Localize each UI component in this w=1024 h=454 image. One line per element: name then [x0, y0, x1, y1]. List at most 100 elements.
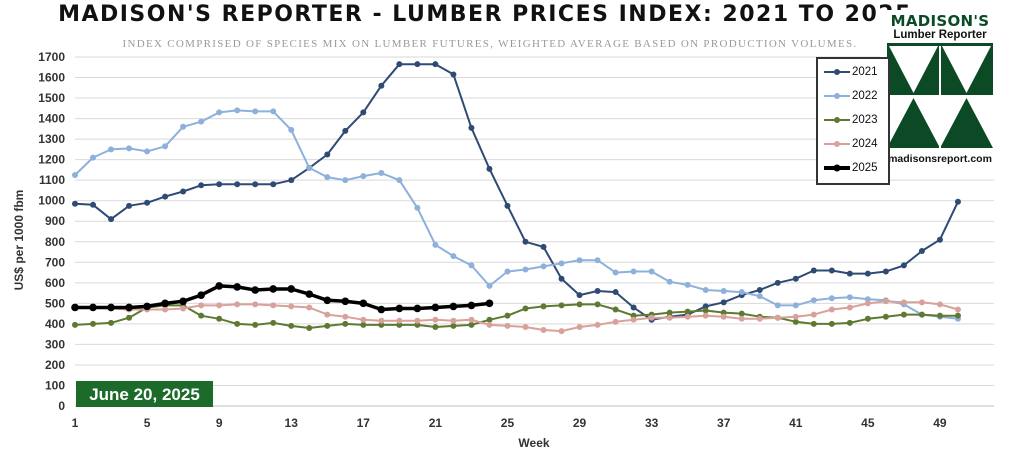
data-point-2023: [324, 322, 331, 329]
data-point-2021: [882, 268, 889, 275]
x-axis-label: Week: [518, 436, 549, 450]
data-point-2023: [864, 315, 871, 322]
x-tick-label: 1: [72, 416, 79, 430]
data-point-2025: [197, 291, 205, 299]
data-point-2022: [828, 295, 835, 302]
data-point-2023: [288, 322, 295, 329]
data-point-2024: [810, 311, 817, 318]
data-point-2023: [792, 318, 799, 325]
data-point-2021: [432, 61, 439, 68]
data-point-2023: [378, 321, 385, 328]
axes: 0 100 200 300 400 500 600 700 800 900 1000 1100 1200…: [38, 50, 994, 430]
data-point-2025: [305, 290, 314, 298]
data-point-2021: [576, 292, 583, 299]
data-point-2022: [144, 148, 151, 155]
data-point-2022: [450, 253, 457, 260]
data-point-2023: [720, 309, 727, 316]
legend-label: 2023: [852, 114, 878, 126]
data-point-2024: [216, 302, 223, 309]
data-point-2022: [594, 257, 601, 264]
y-tick-label: 0: [58, 399, 65, 413]
data-point-2021: [720, 299, 727, 306]
logo-subtitle: Lumber Reporter: [893, 29, 987, 41]
y-tick-label: 300: [45, 337, 65, 351]
data-point-2021: [504, 202, 511, 209]
data-point-2025: [413, 304, 422, 313]
data-point-2024: [252, 301, 259, 308]
data-point-2021: [756, 287, 763, 294]
data-point-2024: [270, 302, 277, 309]
data-point-2022: [648, 268, 655, 275]
data-point-2022: [756, 293, 763, 300]
data-point-2022: [126, 145, 133, 152]
legend-label: 2022: [852, 90, 878, 102]
data-point-2025: [323, 296, 332, 305]
data-point-2022: [180, 123, 187, 130]
data-point-2023: [360, 321, 367, 328]
data-point-2022: [396, 177, 403, 184]
data-point-2022: [234, 107, 241, 114]
data-point-2023: [558, 302, 565, 309]
legend-item-2025: 2025: [818, 159, 888, 179]
data-point-2024: [900, 299, 907, 306]
x-tick-label: 13: [285, 416, 299, 430]
data-point-2024: [432, 316, 439, 323]
data-point-2024: [180, 305, 187, 312]
data-point-2023: [846, 319, 853, 326]
data-point-2021: [144, 199, 151, 206]
data-point-2022: [720, 288, 727, 295]
data-point-2021: [828, 267, 835, 274]
data-point-2024: [522, 323, 529, 330]
data-point-2024: [918, 299, 925, 306]
data-point-2021: [594, 288, 601, 295]
chart-title: MADISON'S REPORTER - LUMBER PRICES INDEX…: [58, 2, 912, 27]
data-point-2024: [882, 298, 889, 305]
data-point-2021: [450, 71, 457, 78]
data-point-2023: [414, 321, 421, 328]
logo-url: madisonsreport.com: [888, 153, 992, 165]
data-point-2023: [702, 307, 709, 314]
data-point-2021: [288, 177, 295, 184]
data-point-2024: [720, 313, 727, 320]
data-point-2023: [576, 301, 583, 308]
data-point-2022: [864, 296, 871, 303]
y-tick-label: 800: [45, 235, 65, 249]
data-point-2023: [342, 320, 349, 327]
data-point-2023: [396, 321, 403, 328]
data-point-2023: [198, 312, 205, 319]
data-point-2025: [431, 303, 440, 312]
data-point-2024: [324, 311, 331, 318]
data-point-2022: [738, 289, 745, 296]
x-tick-label: 17: [357, 416, 371, 430]
data-point-2024: [576, 323, 583, 330]
data-point-2024: [234, 301, 241, 308]
data-point-2022: [522, 266, 529, 273]
data-point-2024: [792, 313, 799, 320]
y-tick-label: 1200: [38, 153, 65, 167]
data-point-2021: [360, 109, 367, 116]
data-point-2022: [684, 281, 691, 288]
data-point-2021: [72, 200, 78, 207]
data-point-2023: [828, 320, 835, 327]
data-point-2023: [954, 312, 961, 319]
data-point-2025: [179, 297, 187, 306]
data-point-2023: [432, 323, 439, 330]
data-point-2021: [522, 238, 529, 245]
data-point-2021: [270, 181, 277, 188]
data-point-2021: [378, 82, 385, 89]
x-tick-label: 37: [717, 416, 731, 430]
data-point-2021: [396, 61, 403, 68]
y-tick-label: 900: [45, 214, 65, 228]
data-point-2022: [342, 177, 349, 184]
data-point-2023: [216, 315, 223, 322]
logo-name: MADISON'S: [890, 12, 990, 30]
data-point-2023: [936, 312, 943, 319]
y-tick-label: 1000: [38, 194, 65, 208]
data-point-2024: [468, 316, 475, 323]
data-point-2021: [180, 188, 187, 195]
data-point-2022: [576, 257, 583, 264]
y-tick-label: 1100: [39, 173, 65, 187]
data-point-2023: [468, 321, 475, 328]
x-tick-label: 29: [573, 416, 587, 430]
data-point-2024: [594, 321, 601, 328]
